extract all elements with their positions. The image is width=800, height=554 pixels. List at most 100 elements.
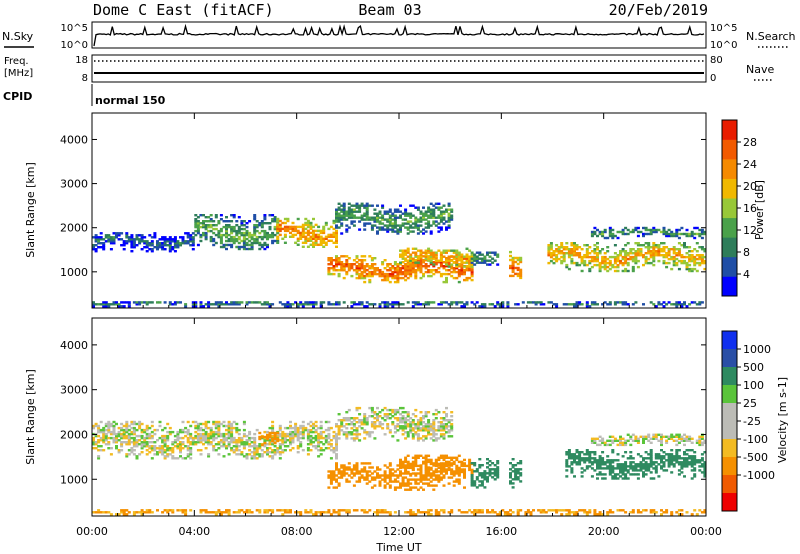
power-cell <box>373 267 377 270</box>
power-cell <box>309 301 313 304</box>
power-cell <box>429 270 433 274</box>
power-cell <box>616 301 620 304</box>
velocity-cell <box>437 411 441 414</box>
power-cell <box>396 228 400 231</box>
power-cell <box>639 230 643 234</box>
velocity-cell <box>434 417 438 420</box>
velocity-cell <box>414 474 418 477</box>
velocity-cell <box>248 430 252 434</box>
power-cell <box>360 216 364 219</box>
power-cell <box>698 254 702 257</box>
power-cell <box>570 242 574 245</box>
velocity-cell <box>406 431 410 434</box>
velocity-cell <box>667 453 671 456</box>
power-cell <box>332 303 336 306</box>
power-cell <box>399 263 402 266</box>
power-cell <box>688 250 692 253</box>
power-cell <box>360 261 364 264</box>
power-cell <box>555 257 559 261</box>
velocity-cell <box>107 420 111 424</box>
velocity-cell <box>419 427 423 430</box>
velocity-cell <box>145 445 149 448</box>
power-cell <box>437 267 441 270</box>
power-cell <box>629 230 633 234</box>
velocity-cell <box>406 413 410 416</box>
velocity-cell <box>383 509 387 512</box>
power-cell <box>92 236 95 239</box>
velocity-cell <box>273 439 277 442</box>
power-cell <box>465 276 469 280</box>
power-cell <box>365 263 369 266</box>
velocity-cell <box>327 436 331 440</box>
power-cell <box>352 263 356 266</box>
power-cell <box>450 249 454 252</box>
velocity-cell <box>99 445 103 448</box>
velocity-cell <box>350 437 354 440</box>
velocity-cell <box>596 467 599 470</box>
velocity-cell <box>242 445 246 448</box>
velocity-cell <box>219 513 223 516</box>
power-cell <box>409 230 413 233</box>
velocity-cell <box>665 439 669 442</box>
power-cell <box>432 210 436 213</box>
power-cell <box>376 230 379 233</box>
velocity-cell <box>222 436 226 440</box>
velocity-cell <box>161 436 165 440</box>
velocity-cell <box>588 465 592 468</box>
velocity-cell <box>450 456 454 459</box>
power-cell <box>319 243 323 246</box>
power-cell <box>470 259 474 262</box>
velocity-cell <box>647 467 651 470</box>
velocity-cell <box>452 474 456 477</box>
power-cell <box>636 259 640 263</box>
power-cell <box>225 301 228 304</box>
velocity-cell <box>424 425 428 428</box>
velocity-cell <box>680 439 684 442</box>
power-cell <box>414 274 418 278</box>
power-cell <box>662 305 666 308</box>
velocity-cell <box>404 488 408 491</box>
power-cell <box>363 259 367 262</box>
power-cell <box>409 269 413 272</box>
velocity-cell <box>644 461 648 464</box>
velocity-cell <box>332 449 336 452</box>
power-cell <box>179 236 182 239</box>
power-cell <box>294 229 298 233</box>
velocity-cell <box>493 472 497 475</box>
power-cell <box>506 301 510 304</box>
power-cell <box>358 301 362 304</box>
power-cell <box>442 212 446 215</box>
power-cell <box>327 301 331 304</box>
velocity-cell <box>424 429 428 432</box>
power-cell <box>401 303 405 306</box>
power-cell <box>616 255 620 259</box>
velocity-cell <box>301 426 305 430</box>
power-cell <box>378 305 382 308</box>
velocity-cell <box>237 453 241 456</box>
power-cell <box>575 263 579 267</box>
power-cell <box>235 245 239 249</box>
power-cell <box>639 248 643 251</box>
velocity-cell <box>422 415 425 418</box>
power-cell <box>463 278 466 282</box>
power-cell <box>319 303 323 306</box>
velocity-cell <box>690 459 694 462</box>
velocity-cell <box>250 445 254 448</box>
velocity-cell <box>596 443 599 447</box>
power-cell <box>434 269 438 272</box>
velocity-cell <box>652 433 656 436</box>
power-cell <box>289 305 292 308</box>
power-cell <box>557 248 561 251</box>
velocity-cell <box>411 427 415 430</box>
velocity-cell <box>652 467 656 470</box>
power-cell <box>649 252 653 255</box>
power-cell <box>153 246 157 249</box>
power-cell <box>393 270 397 274</box>
power-cell <box>363 228 367 231</box>
velocity-cell <box>657 463 661 466</box>
velocity-cell <box>654 435 658 438</box>
velocity-cell <box>475 486 479 489</box>
power-cell <box>173 250 177 253</box>
velocity-cell <box>276 449 280 452</box>
power-cell <box>107 305 111 308</box>
